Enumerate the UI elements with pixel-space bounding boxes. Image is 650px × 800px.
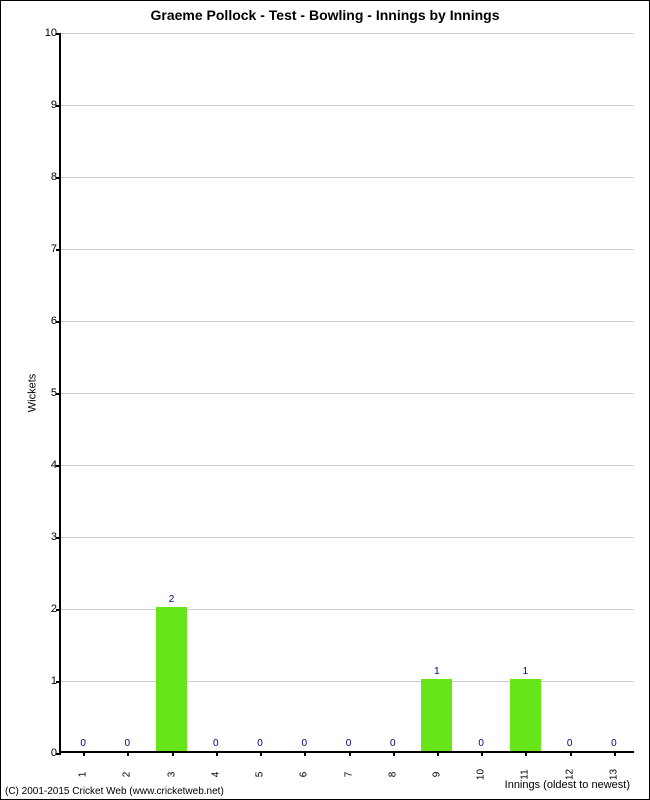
bar-value-label: 0 — [257, 738, 263, 751]
xtick-mark — [172, 751, 174, 756]
ytick-label: 3 — [37, 531, 61, 543]
chart-title: Graeme Pollock - Test - Bowling - Inning… — [1, 1, 649, 25]
bar-value-label: 0 — [567, 738, 573, 751]
xtick-label: 6 — [299, 772, 310, 778]
plot-area: 0123456789100102230405060708190101110120… — [59, 33, 634, 753]
chart-container: Graeme Pollock - Test - Bowling - Inning… — [0, 0, 650, 800]
grid-line — [61, 249, 634, 250]
xtick-label: 3 — [166, 772, 177, 778]
ytick-label: 0 — [37, 747, 61, 759]
grid-line — [61, 177, 634, 178]
xtick-mark — [437, 751, 439, 756]
grid-line — [61, 465, 634, 466]
xtick-mark — [216, 751, 218, 756]
bar: 2 — [156, 607, 187, 751]
xtick-label: 4 — [210, 772, 221, 778]
bar-value-label: 0 — [611, 738, 617, 751]
bar-value-label: 0 — [213, 738, 219, 751]
grid-line — [61, 393, 634, 394]
copyright-text: (C) 2001-2015 Cricket Web (www.cricketwe… — [5, 786, 224, 797]
xtick-mark — [83, 751, 85, 756]
bar-value-label: 0 — [80, 738, 86, 751]
ytick-label: 9 — [37, 99, 61, 111]
xtick-label: 8 — [387, 772, 398, 778]
bar: 1 — [421, 679, 452, 751]
xtick-mark — [481, 751, 483, 756]
y-axis-label: Wickets — [26, 374, 38, 413]
bar-value-label: 1 — [434, 666, 440, 679]
ytick-label: 8 — [37, 171, 61, 183]
ytick-label: 1 — [37, 675, 61, 687]
bar-value-label: 0 — [125, 738, 131, 751]
xtick-mark — [570, 751, 572, 756]
grid-line — [61, 33, 634, 34]
bar-value-label: 2 — [169, 594, 175, 607]
xtick-mark — [127, 751, 129, 756]
xtick-mark — [614, 751, 616, 756]
xtick-mark — [260, 751, 262, 756]
bar-value-label: 0 — [390, 738, 396, 751]
grid-line — [61, 321, 634, 322]
ytick-label: 5 — [37, 387, 61, 399]
bar-value-label: 0 — [346, 738, 352, 751]
xtick-label: 5 — [255, 772, 266, 778]
xtick-label: 7 — [343, 772, 354, 778]
xtick-label: 10 — [476, 769, 487, 780]
xtick-mark — [304, 751, 306, 756]
xtick-label: 9 — [431, 772, 442, 778]
ytick-label: 7 — [37, 243, 61, 255]
xtick-mark — [525, 751, 527, 756]
ytick-label: 4 — [37, 459, 61, 471]
grid-line — [61, 681, 634, 682]
bar-value-label: 1 — [523, 666, 529, 679]
xtick-mark — [393, 751, 395, 756]
xtick-label: 1 — [78, 772, 89, 778]
ytick-label: 6 — [37, 315, 61, 327]
x-axis-label: Innings (oldest to newest) — [505, 779, 630, 791]
xtick-label: 2 — [122, 772, 133, 778]
xtick-mark — [349, 751, 351, 756]
ytick-label: 10 — [37, 27, 61, 39]
grid-line — [61, 537, 634, 538]
bar-value-label: 0 — [301, 738, 307, 751]
bar: 1 — [510, 679, 541, 751]
bar-value-label: 0 — [478, 738, 484, 751]
ytick-label: 2 — [37, 603, 61, 615]
grid-line — [61, 105, 634, 106]
grid-line — [61, 609, 634, 610]
